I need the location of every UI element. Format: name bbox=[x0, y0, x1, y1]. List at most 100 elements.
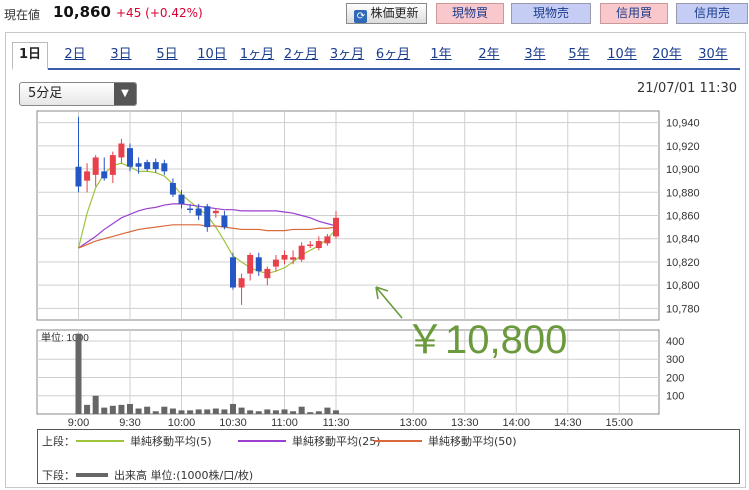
x-tick-label: 11:30 bbox=[323, 417, 350, 429]
volume-bar bbox=[144, 406, 151, 414]
chevron-down-icon: ▼ bbox=[114, 83, 136, 105]
price-tick-label: 10,800 bbox=[666, 280, 700, 292]
volume-bar bbox=[281, 409, 288, 414]
volume-bar bbox=[195, 409, 202, 414]
volume-bar bbox=[272, 410, 279, 414]
buy-margin-button[interactable]: 信用買 bbox=[600, 3, 668, 24]
volume-bar bbox=[135, 408, 142, 414]
volume-bar bbox=[264, 409, 271, 414]
tab-period-10[interactable]: 2年 bbox=[478, 47, 500, 62]
tab-period-7[interactable]: 3ヶ月 bbox=[329, 47, 365, 62]
candle-body bbox=[315, 241, 322, 249]
volume-tick-label: 100 bbox=[666, 391, 684, 403]
candle-body bbox=[247, 254, 254, 274]
volume-bar bbox=[307, 412, 314, 414]
tab-period-5[interactable]: 1ヶ月 bbox=[239, 47, 275, 62]
tab-period-14[interactable]: 20年 bbox=[652, 47, 682, 62]
tab-period-2[interactable]: 3日 bbox=[110, 47, 132, 62]
volume-bar bbox=[221, 409, 228, 414]
annotation-arrow bbox=[375, 286, 403, 319]
candle-body bbox=[187, 208, 194, 211]
legend-ma5-label: 単純移動平均(5) bbox=[130, 435, 212, 448]
candle-body bbox=[75, 166, 82, 187]
sell-spot-button[interactable]: 現物売 bbox=[511, 3, 591, 24]
tab-period-15[interactable]: 30年 bbox=[698, 47, 728, 62]
volume-bar bbox=[324, 407, 331, 414]
candle-body bbox=[324, 236, 331, 244]
x-tick-label: 10:00 bbox=[168, 417, 196, 429]
tab-period-1[interactable]: 2日 bbox=[64, 47, 86, 62]
candle-body bbox=[101, 171, 108, 179]
candle-body bbox=[298, 245, 305, 260]
x-tick-label: 9:00 bbox=[68, 417, 89, 429]
candle-body bbox=[169, 182, 176, 195]
legend-lower-label: 下段： bbox=[42, 469, 75, 482]
candle-body bbox=[264, 268, 271, 279]
price-tick-label: 10,840 bbox=[666, 234, 700, 246]
volume-bar bbox=[178, 410, 185, 414]
price-tick-label: 10,780 bbox=[666, 303, 700, 315]
tab-period-3[interactable]: 5日 bbox=[156, 47, 178, 62]
candle-body bbox=[84, 171, 91, 181]
volume-tick-label: 400 bbox=[666, 336, 684, 348]
legend-volume: 出来高 単位:(1000株/口/枚) bbox=[76, 467, 253, 483]
candle-body bbox=[152, 162, 159, 170]
volume-bar bbox=[247, 410, 254, 414]
tab-period-11[interactable]: 3年 bbox=[524, 47, 546, 62]
tab-period-13[interactable]: 10年 bbox=[607, 47, 637, 62]
candle-body bbox=[127, 148, 133, 167]
tab-period-9[interactable]: 1年 bbox=[430, 47, 452, 62]
legend-volume-swatch bbox=[76, 473, 108, 477]
x-tick-label: 13:00 bbox=[399, 417, 427, 429]
volume-bar bbox=[161, 406, 168, 414]
volume-bar bbox=[109, 405, 116, 414]
volume-bar bbox=[169, 408, 176, 414]
volume-unit-label: 単位: 1000 bbox=[41, 331, 89, 344]
legend-volume-label: 出来高 単位:(1000株/口/枚) bbox=[114, 469, 254, 482]
volume-bar bbox=[238, 407, 245, 414]
tab-period-8[interactable]: 6ヶ月 bbox=[375, 47, 411, 62]
price-change: +45 (+0.42%) bbox=[116, 6, 203, 20]
current-price: 10,860 bbox=[53, 3, 111, 21]
tab-period-6[interactable]: 2ヶ月 bbox=[283, 47, 319, 62]
period-tabs: 1日 2日 3日 5日 10日 1ヶ月 2ヶ月 3ヶ月 6ヶ月 1年 2年 3年 5年 10年 20年 30年 bbox=[12, 40, 740, 70]
sell-margin-button[interactable]: 信用売 bbox=[676, 3, 748, 24]
tab-period-0[interactable]: 1日 bbox=[12, 42, 48, 70]
chart-legend: 上段： 単純移動平均(5) 単純移動平均(25) 単純移動平均(50) 下段： … bbox=[37, 429, 740, 484]
volume-bar bbox=[101, 407, 108, 414]
candle-body bbox=[135, 163, 142, 167]
buy-spot-button[interactable]: 現物買 bbox=[436, 3, 504, 24]
candle-body bbox=[161, 163, 168, 172]
volume-bar bbox=[255, 411, 262, 414]
price-tick-label: 10,920 bbox=[666, 141, 700, 153]
candle-body bbox=[255, 257, 262, 272]
candle-body bbox=[118, 143, 125, 158]
x-tick-label: 15:00 bbox=[605, 417, 633, 429]
x-tick-label: 14:00 bbox=[502, 417, 530, 429]
volume-plot-area bbox=[36, 329, 660, 415]
volume-bar bbox=[298, 406, 305, 414]
price-tick-label: 10,940 bbox=[666, 118, 700, 130]
candle-body bbox=[238, 278, 245, 288]
tab-period-12[interactable]: 5年 bbox=[568, 47, 590, 62]
candle-body bbox=[290, 257, 297, 260]
x-tick-label: 10:30 bbox=[219, 417, 247, 429]
interval-select[interactable]: 5分足 ▼ bbox=[19, 82, 137, 106]
volume-tick-label: 300 bbox=[666, 354, 684, 366]
candle-body bbox=[195, 208, 202, 216]
update-price-button[interactable]: ⟳ 株価更新 bbox=[346, 3, 427, 24]
volume-bar bbox=[290, 411, 297, 414]
interval-select-value: 5分足 bbox=[28, 86, 63, 101]
volume-bar bbox=[204, 409, 211, 414]
x-tick-label: 13:30 bbox=[451, 417, 479, 429]
volume-bar bbox=[84, 404, 91, 414]
refresh-icon: ⟳ bbox=[354, 10, 368, 23]
candle-body bbox=[144, 162, 151, 170]
volume-bar bbox=[92, 395, 99, 414]
volume-bar bbox=[118, 404, 125, 414]
update-price-label: 株価更新 bbox=[370, 6, 419, 20]
candle-body bbox=[92, 157, 99, 175]
tab-period-4[interactable]: 10日 bbox=[197, 47, 227, 62]
legend-ma5-swatch bbox=[76, 440, 124, 442]
candle-body bbox=[178, 194, 185, 204]
